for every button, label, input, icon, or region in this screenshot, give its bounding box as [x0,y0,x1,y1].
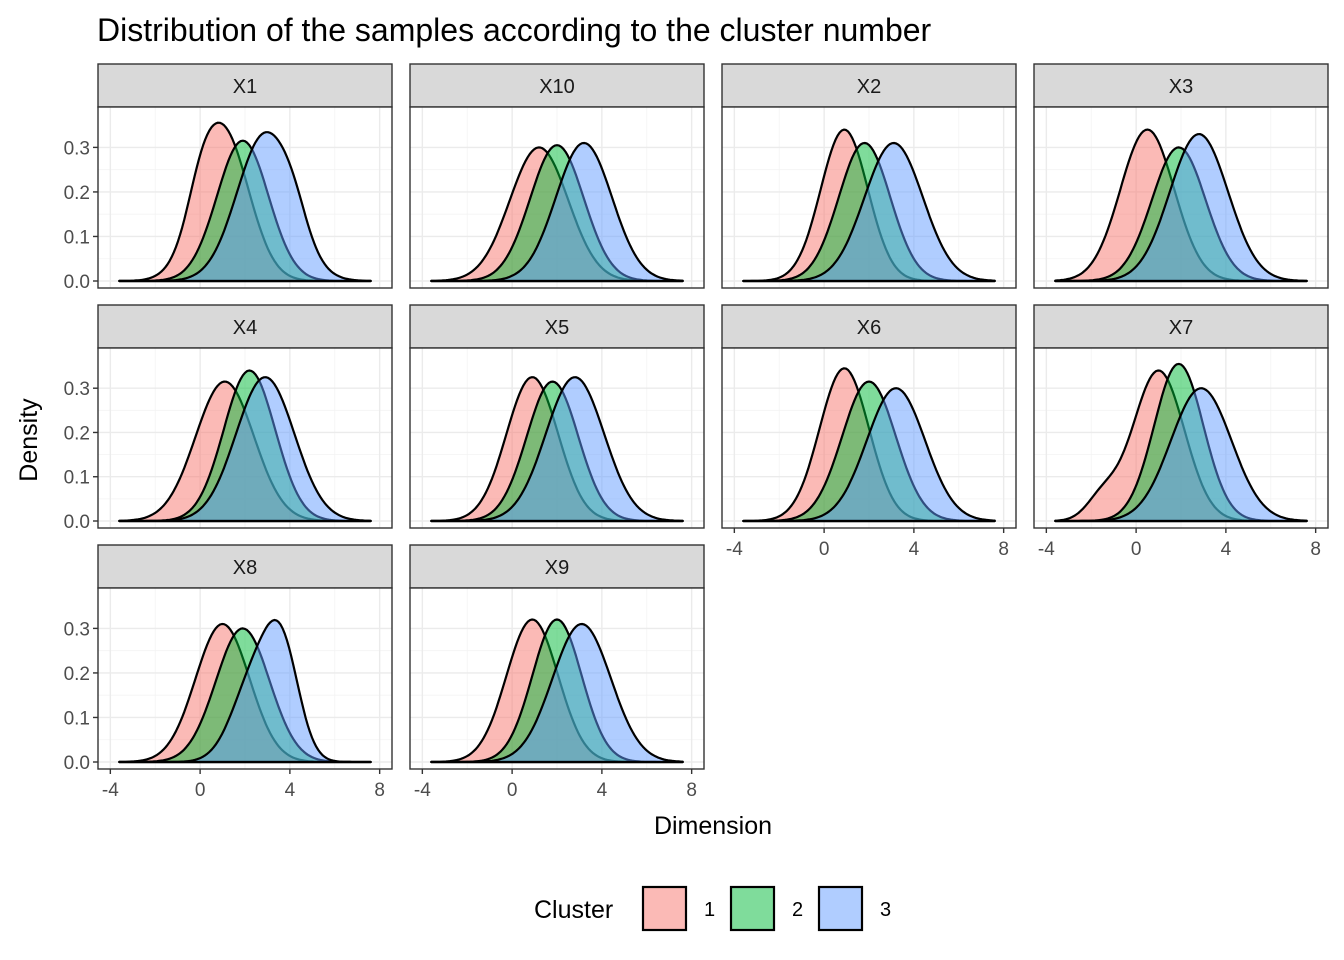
legend-label-2: 2 [792,899,803,921]
legend-label-1: 1 [704,899,715,921]
facet-panel-x2: X2 [721,63,1017,289]
facet-panel-x7: X7 [1033,304,1329,529]
x-tick-label: 0 [1131,539,1142,560]
facet-panel-x5: X5 [409,304,705,529]
x-tick-label: -4 [1038,539,1055,560]
x-tick-label: -4 [414,780,431,801]
facet-strip-label: X2 [857,76,881,98]
density-cluster-3 [430,376,684,523]
y-tick-label: 0.3 [64,379,90,400]
panel-border [409,587,705,770]
y-tick-label: 0.1 [64,227,90,248]
density-cluster-3 [1054,133,1308,283]
legend-title: Cluster [534,896,613,924]
legend-key-1 [641,885,688,932]
x-tick-label: 4 [285,780,296,801]
y-tick-label: 0.0 [64,512,90,533]
panel-border [97,347,393,529]
y-tick-label: 0.3 [64,619,90,640]
density-cluster-3 [118,618,372,764]
density-cluster-3 [118,376,372,523]
x-tick-label: 4 [597,780,608,801]
facet-panel-x10: X10 [409,63,705,289]
legend-key-3 [817,885,864,932]
facet-strip [97,63,393,108]
facet-panel-x6: X6 [721,304,1017,529]
y-tick-label: 0.1 [64,468,90,489]
facet-strip-label: X5 [545,317,569,339]
panel-border [1033,106,1329,289]
facet-strip-label: X8 [233,557,257,579]
facet-strip-label: X1 [233,76,257,98]
facet-strip-label: X9 [545,557,569,579]
facet-panel-x1: X1 [97,63,393,289]
y-tick-label: 0.3 [64,138,90,159]
y-tick-label: 0.0 [64,753,90,774]
x-tick-label: 0 [507,780,518,801]
panel-border [97,106,393,289]
facet-strip [1033,63,1329,108]
facet-strip-label: X4 [233,317,257,339]
panel-border [721,106,1017,289]
facet-strip [97,304,393,349]
panel-border [721,347,1017,529]
y-axis-title: Density [15,398,43,482]
panel-border [97,587,393,770]
facet-strip [721,304,1017,349]
density-cluster-3 [742,141,996,283]
facet-panel-x3: X3 [1033,63,1329,289]
density-cluster-3 [430,141,684,283]
density-cluster-3 [742,387,996,523]
panel-border [409,347,705,529]
facet-panel-x8: X8 [97,544,393,770]
y-tick-label: 0.0 [64,272,90,293]
facet-strip-label: X10 [539,76,575,98]
x-tick-label: 0 [819,539,830,560]
x-axis-title: Dimension [654,812,772,840]
density-cluster-3 [1054,387,1308,523]
facet-strip [97,544,393,589]
y-tick-label: 0.1 [64,708,90,729]
facet-strip-label: X6 [857,317,881,339]
x-tick-label: -4 [102,780,119,801]
facet-strip-label: X3 [1169,76,1193,98]
facet-strip-label: X7 [1169,317,1193,339]
legend-label-3: 3 [880,899,891,921]
y-tick-label: 0.2 [64,664,90,685]
legend-key-2 [729,885,776,932]
chart-title: Distribution of the samples according to… [97,12,932,48]
legend: Cluster 1 2 3 [534,885,891,932]
x-tick-label: 8 [1310,539,1321,560]
x-tick-label: 4 [1221,539,1232,560]
facet-panel-x4: X4 [97,304,393,529]
density-cluster-3 [430,622,684,764]
density-cluster-3 [118,131,372,283]
facet-panels: X1 X10 X2 X3 X4 X5 X6 X7 X8 X9 [97,63,1329,770]
x-tick-label: 8 [686,780,697,801]
facet-panel-x9: X9 [409,544,705,770]
x-tick-label: 0 [195,780,206,801]
x-tick-label: 8 [374,780,385,801]
panel-border [1033,347,1329,529]
y-tick-label: 0.2 [64,183,90,204]
x-tick-label: -4 [726,539,743,560]
x-tick-label: 4 [909,539,920,560]
panel-border [409,106,705,289]
facet-strip [721,63,1017,108]
x-tick-label: 8 [998,539,1009,560]
facet-strip [409,63,705,108]
y-tick-label: 0.2 [64,423,90,444]
axes-layer: 0.0 0.1 0.2 0.3 0.0 0.1 0.2 0.3 -4 0 4 8 -4 0 4 8 0.0 0.1… [64,138,1321,801]
